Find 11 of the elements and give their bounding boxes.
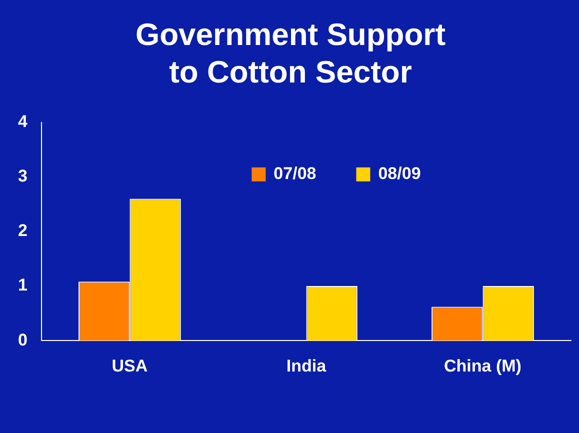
x-tick-label: USA [112,356,148,376]
legend-label: 07/08 [274,164,316,184]
y-tick-label: 4 [18,112,28,132]
y-tick-label: 3 [18,166,28,186]
y-tick-label: 1 [18,276,28,295]
chart-title: Government Support to Cotton Sector [135,17,446,90]
legend-label: 08/09 [378,164,421,184]
y-tick-label: 0 [18,330,28,350]
x-tick-label: India [286,356,327,376]
y-tick-label: 2 [18,221,28,240]
x-tick-label: China (M) [444,356,522,376]
